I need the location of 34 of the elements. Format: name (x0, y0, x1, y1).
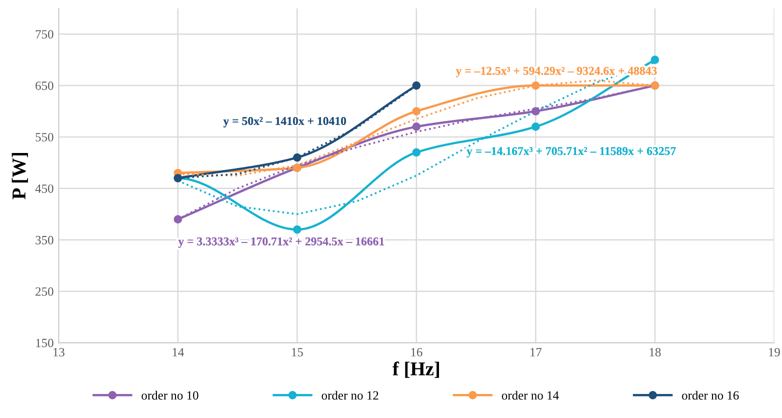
point (292, 153, 302, 162)
y-tick-label: 250 (36, 287, 54, 296)
annotation: y = 3.3333x³ – 170.71x² + 2954.5x – 16661 (178, 237, 384, 248)
point (412, 81, 421, 90)
y-tick-label: 550 (36, 133, 54, 142)
legend-label: order no 12 (322, 390, 378, 400)
x-tick-label: 15 (292, 348, 303, 356)
y-tick-label: 150 (36, 338, 54, 348)
point (292, 225, 302, 234)
point (412, 122, 421, 131)
point (532, 122, 540, 131)
point (532, 107, 540, 116)
x-tick-label: 13 (54, 348, 64, 356)
annotation: y = –14.167x³ + 705.71x² – 11589x + 63257 (466, 147, 676, 158)
point (532, 81, 540, 90)
point (412, 148, 421, 157)
x-tick-label: 16 (411, 348, 422, 356)
x-tick-label: 14 (172, 348, 184, 356)
legend-label: order no 16 (682, 390, 739, 400)
y-tick-label: 750 (36, 30, 54, 39)
y-tick-label: 450 (35, 184, 54, 193)
legend-label: order no 10 (142, 390, 198, 400)
point (174, 215, 182, 224)
point (412, 107, 421, 116)
legend-label: order no 14 (502, 390, 559, 400)
x-axis-title: f [Hz] (392, 362, 439, 378)
y-tick-label: 650 (36, 82, 54, 90)
y-axis-title: P [W] (12, 152, 28, 200)
point (650, 56, 660, 64)
x-tick-label: 18 (650, 348, 661, 356)
annotation: y = 50x² – 1410x + 10410 (223, 117, 346, 128)
x-tick-label: 19 (769, 348, 780, 356)
y-tick-label: 350 (36, 236, 54, 244)
x-tick-label: 17 (530, 348, 542, 356)
